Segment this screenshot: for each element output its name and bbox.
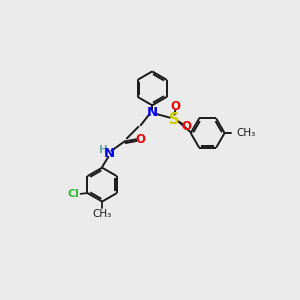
Text: O: O bbox=[181, 120, 191, 134]
Text: Cl: Cl bbox=[68, 189, 80, 199]
Text: CH₃: CH₃ bbox=[92, 209, 112, 219]
Text: N: N bbox=[147, 106, 158, 119]
Text: H: H bbox=[99, 145, 107, 155]
Text: CH₃: CH₃ bbox=[236, 128, 255, 138]
Text: O: O bbox=[170, 100, 180, 113]
Text: O: O bbox=[136, 133, 146, 146]
Text: N: N bbox=[103, 146, 115, 160]
Text: S: S bbox=[169, 112, 179, 127]
